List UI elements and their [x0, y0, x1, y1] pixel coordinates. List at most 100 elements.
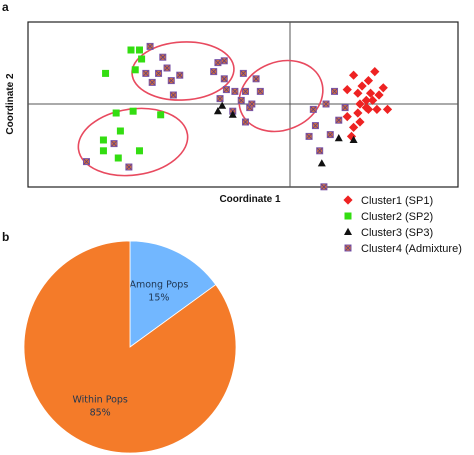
series-1-point-9 [99, 136, 107, 144]
series-3-point-33 [316, 147, 324, 155]
series-0-point-9 [355, 99, 365, 109]
legend-label-2: Cluster3 (SP3) [361, 227, 433, 239]
legend-label-3: Cluster4 (Admixture) [361, 243, 462, 255]
pie-value-label-0: 15% [148, 292, 169, 303]
series-0-point-2 [363, 76, 374, 86]
series-2-point-1 [213, 107, 222, 115]
series-3-point-17 [252, 75, 260, 83]
series-3-point-4 [163, 64, 171, 72]
series-1-point-5 [112, 109, 120, 117]
series-0-point-7 [368, 95, 378, 105]
series-3-point-27 [248, 100, 256, 108]
series-3-point-12 [210, 68, 218, 76]
series-0-point-1 [357, 81, 367, 91]
series-3-point-30 [331, 87, 339, 95]
series-3-point-5 [167, 77, 175, 85]
series-0-point-0 [349, 70, 359, 80]
panel-a-letter: a [2, 0, 9, 14]
series-1-point-0 [127, 46, 135, 54]
pie-slice-0 [129, 240, 217, 348]
series-3-point-9 [110, 140, 118, 148]
series-3-point-2 [142, 69, 150, 77]
pie-label-1: Within Pops [72, 395, 127, 406]
pie-label-0: Among Pops [129, 279, 188, 290]
y-axis-title: Coordinate 2 [5, 73, 16, 135]
series-1-point-2 [138, 55, 146, 63]
series-3-point-3 [155, 69, 163, 77]
series-3-point-29 [322, 100, 330, 108]
series-3-point-24 [216, 95, 224, 103]
series-3-point-18 [231, 87, 239, 95]
series-3-point-35 [335, 116, 343, 124]
series-1-point-11 [99, 147, 107, 155]
series-3-point-19 [241, 87, 249, 95]
series-0-point-3 [353, 88, 363, 98]
series-2-point-2 [228, 110, 237, 118]
series-3-point-26 [256, 87, 264, 95]
series-0-point-11 [372, 104, 382, 114]
series-0-point-16 [353, 108, 363, 118]
series-3-point-13 [214, 59, 222, 67]
series-3-point-34 [326, 131, 334, 139]
series-3-point-31 [311, 122, 319, 130]
series-3-point-16 [239, 69, 247, 77]
series-1-point-10 [114, 154, 122, 162]
legend: Cluster1 (SP1) Cluster2 (SP2) Cluster3 (SP… [343, 195, 462, 255]
legend-label-1: Cluster2 (SP2) [361, 211, 433, 223]
series-1-point-3 [131, 66, 139, 74]
series-0-point-6 [361, 95, 371, 105]
pie-chart: Among Pops 15% Within Pops 85% [23, 240, 237, 454]
legend-marker-2 [344, 227, 352, 235]
series-0-point-8 [374, 90, 384, 100]
series-2-point-5 [349, 135, 358, 143]
series-0-point-5 [370, 67, 380, 77]
series-1-point-6 [129, 107, 137, 115]
cluster-ellipse-upper-left [131, 41, 235, 101]
legend-marker-0 [343, 195, 353, 205]
series-3-point-37 [320, 183, 328, 191]
legend-label-0: Cluster1 (SP1) [361, 195, 433, 207]
series-3-point-11 [125, 163, 133, 171]
series-0-point-19 [349, 122, 359, 132]
series-1-point-12 [135, 147, 143, 155]
series-0-point-17 [342, 112, 352, 122]
series-3-point-36 [341, 104, 349, 112]
series-3-point-28 [309, 105, 317, 113]
pie-slice-1 [23, 240, 237, 454]
series-1-point-8 [116, 127, 124, 135]
series-0-point-12 [382, 104, 393, 114]
series-2-point-0 [218, 101, 227, 109]
x-axis-title: Coordinate 1 [219, 194, 281, 205]
series-1-point-7 [157, 111, 165, 119]
series-3-point-15 [220, 75, 228, 83]
legend-marker-1 [344, 212, 352, 220]
panel-b-letter: b [2, 230, 9, 244]
series-3-point-14 [220, 57, 228, 65]
series-0-point-4 [342, 85, 352, 95]
series-3-point-8 [176, 71, 184, 79]
scatter-panel: Coordinate 1 Coordinate 2 [5, 21, 459, 205]
cluster-ellipse-middle [238, 59, 324, 133]
series-3-point-32 [305, 132, 313, 140]
series-3-point-0 [146, 42, 154, 50]
series-3-point-7 [169, 91, 177, 99]
series-1-point-4 [102, 69, 110, 77]
scatter-points [82, 42, 393, 191]
series-0-point-13 [365, 88, 376, 98]
series-3-point-10 [82, 158, 90, 166]
series-0-point-15 [361, 103, 371, 113]
series-1-point-1 [135, 46, 143, 54]
legend-marker-3 [344, 244, 352, 252]
series-2-point-4 [334, 134, 343, 142]
series-3-point-6 [148, 78, 156, 86]
series-0-point-14 [378, 83, 388, 93]
series-3-point-23 [222, 86, 230, 94]
cluster-ellipse-lower-left [77, 107, 189, 177]
series-3-point-1 [159, 53, 167, 61]
series-3-point-25 [241, 118, 249, 126]
pie-value-label-1: 85% [90, 408, 111, 419]
series-0-point-18 [355, 117, 365, 127]
series-3-point-20 [237, 96, 245, 104]
series-2-point-3 [317, 159, 326, 167]
